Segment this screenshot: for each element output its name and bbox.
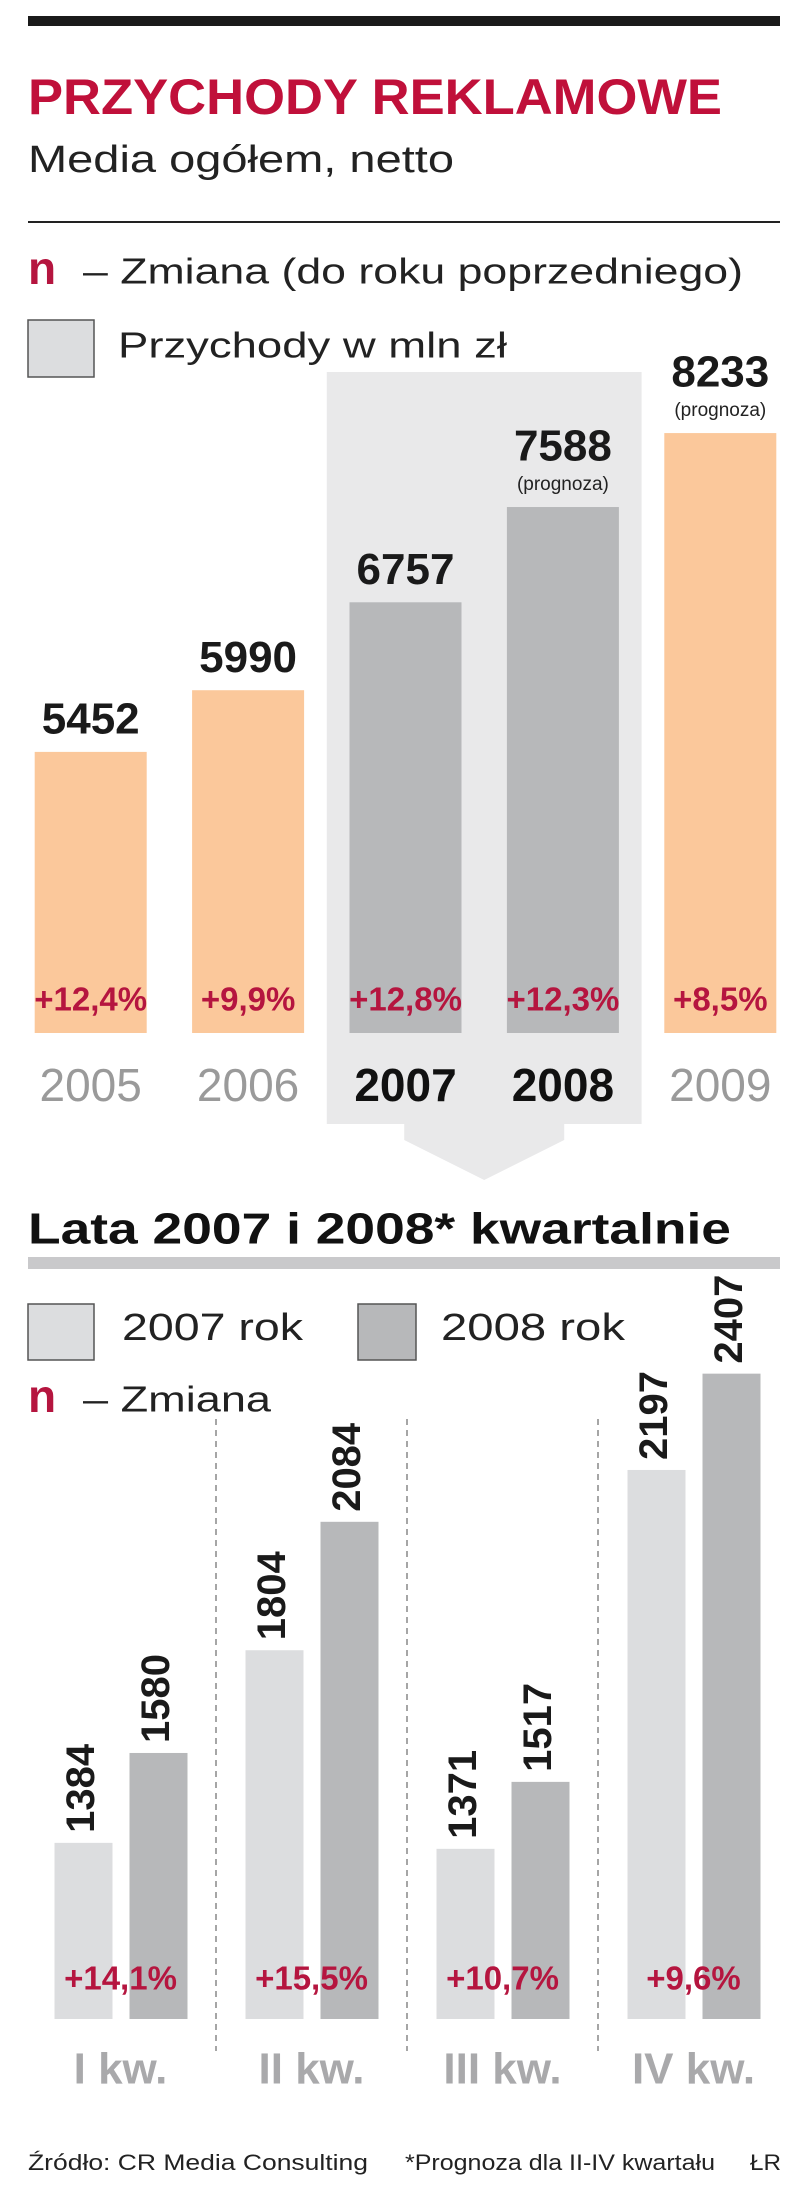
value-label: 5452: [42, 695, 140, 744]
bar: [702, 1373, 761, 2019]
bar: [511, 1781, 570, 2019]
plots: 5452 +12,4% 2005 5990 +9,9% 2006 6757 +12,8% 200…: [34, 348, 777, 2094]
change-label: +9,9%: [201, 981, 296, 1018]
value-label: 8233: [671, 348, 769, 397]
value-label: 5990: [199, 633, 297, 682]
bar: [129, 1752, 188, 2019]
bar: [245, 1650, 304, 2019]
legend-label: Przychody w mln zł: [118, 325, 507, 366]
value-label: 6757: [357, 545, 455, 594]
x-tick-label: III kw.: [443, 2045, 561, 2094]
change-label: +10,7%: [446, 1960, 559, 1997]
change-label: +14,1%: [64, 1960, 177, 1997]
top-rule: [28, 16, 780, 26]
value-label: 2197: [632, 1371, 676, 1460]
value-label: 1517: [516, 1683, 560, 1772]
section-title: Lata 2007 i 2008* kwartalnie: [28, 1205, 731, 1254]
change-marker: n: [28, 242, 56, 294]
x-tick-label: 2005: [40, 1059, 142, 1111]
credit: ŁR: [750, 2150, 781, 2175]
change-label: +12,3%: [506, 981, 619, 1018]
legend-swatch: [27, 319, 95, 378]
bar: [506, 507, 619, 1034]
x-tick-label: 2006: [197, 1059, 299, 1111]
value-label: 7588: [514, 422, 612, 471]
subtitle: Media ogółem, netto: [28, 139, 454, 181]
legend-change: – Zmiana: [83, 1379, 272, 1420]
bar: [664, 433, 777, 1033]
value-label: 1384: [59, 1743, 103, 1833]
bar: [436, 1848, 495, 2019]
value-label: 2407: [707, 1275, 751, 1364]
x-tick-label: 2008: [512, 1059, 614, 1111]
bar: [192, 690, 305, 1033]
legend-label: 2007 rok: [122, 1307, 304, 1349]
change-marker: n: [28, 1370, 56, 1422]
bar: [349, 602, 462, 1033]
change-label: +12,8%: [349, 981, 462, 1018]
bar: [54, 1842, 113, 2019]
x-tick-label: 2009: [669, 1059, 771, 1111]
bar: [627, 1469, 686, 2019]
source: Źródło: CR Media Consulting: [28, 2150, 368, 2175]
change-label: +12,4%: [34, 981, 147, 1018]
value-label: 1371: [441, 1750, 485, 1839]
value-note: (prognoza): [517, 474, 609, 495]
x-tick-label: 2007: [354, 1059, 456, 1111]
section-rule: [28, 1257, 780, 1269]
change-label: +8,5%: [673, 981, 768, 1018]
bar: [320, 1521, 379, 2019]
legend-swatch: [27, 1303, 95, 1361]
legend-label: 2008 rok: [441, 1307, 626, 1349]
bar: [34, 751, 147, 1033]
footnote: *Prognoza dla II-IV kwartału: [405, 2150, 715, 2175]
legend-change: – Zmiana (do roku poprzedniego): [83, 251, 743, 292]
legend-swatch: [357, 1303, 417, 1361]
value-label: 2084: [325, 1422, 369, 1512]
x-tick-label: II kw.: [259, 2045, 365, 2094]
x-tick-label: IV kw.: [632, 2045, 755, 2094]
x-tick-label: I kw.: [74, 2045, 168, 2094]
value-label: 1580: [134, 1654, 178, 1743]
title: PRZYCHODY REKLAMOWE: [28, 69, 722, 125]
change-label: +15,5%: [255, 1960, 368, 1997]
value-note: (prognoza): [674, 400, 766, 421]
value-label: 1804: [250, 1550, 294, 1640]
change-label: +9,6%: [646, 1960, 741, 1997]
